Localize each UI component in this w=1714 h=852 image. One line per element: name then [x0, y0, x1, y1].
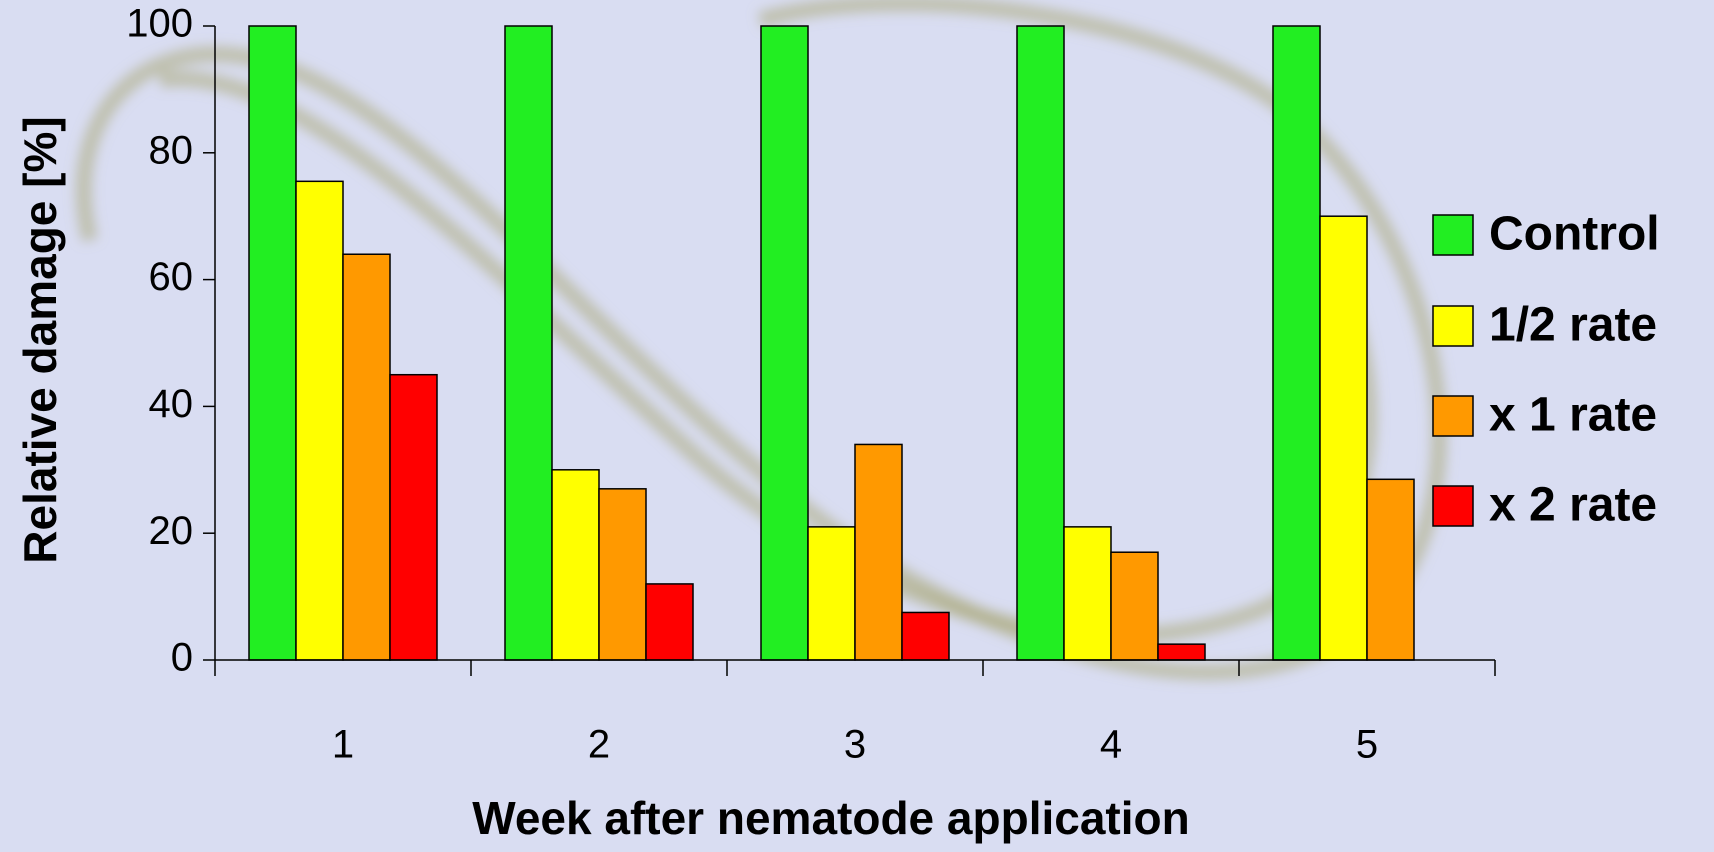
bar: [807, 526, 856, 661]
y-axis-title: Relative damage [%]: [14, 116, 66, 563]
legend-swatch: [1432, 395, 1474, 437]
x-tick-label: 4: [1100, 723, 1122, 767]
x-tick-label: 2: [588, 723, 610, 767]
x-axis-title: Week after nematode application: [472, 792, 1189, 844]
bar: [1157, 643, 1206, 661]
y-tick-label: 20: [149, 509, 194, 553]
legend-swatch: [1432, 214, 1474, 256]
y-tick-label: 80: [149, 128, 194, 172]
bar: [598, 488, 647, 661]
bar: [901, 611, 950, 661]
legend-label: x 1 rate: [1489, 389, 1657, 442]
x-tick-label: 3: [844, 723, 866, 767]
x-tick-label: 1: [332, 723, 354, 767]
bar: [1063, 526, 1112, 661]
bar: [1319, 215, 1368, 661]
bar: [854, 443, 903, 661]
y-tick-label: 40: [149, 382, 194, 426]
bar: [1272, 25, 1321, 661]
bar: [1366, 478, 1415, 661]
bar: [1016, 25, 1065, 661]
legend-label: x 2 rate: [1489, 479, 1657, 532]
legend-swatch: [1432, 305, 1474, 347]
x-tick-label: 5: [1356, 723, 1378, 767]
bar: [295, 180, 344, 661]
y-tick-label: 100: [126, 2, 193, 46]
bar: [645, 583, 694, 661]
bar: [342, 253, 391, 661]
legend-label: 1/2 rate: [1489, 299, 1657, 352]
bar: [389, 373, 438, 661]
y-tick-label: 0: [171, 636, 193, 680]
bar: [248, 25, 297, 661]
legend-swatch: [1432, 485, 1474, 527]
bar: [760, 25, 809, 661]
y-tick-label: 60: [149, 255, 194, 299]
legend-label: Control: [1489, 208, 1660, 261]
bar: [504, 25, 553, 661]
bar: [551, 469, 600, 661]
bar: [1110, 551, 1159, 661]
